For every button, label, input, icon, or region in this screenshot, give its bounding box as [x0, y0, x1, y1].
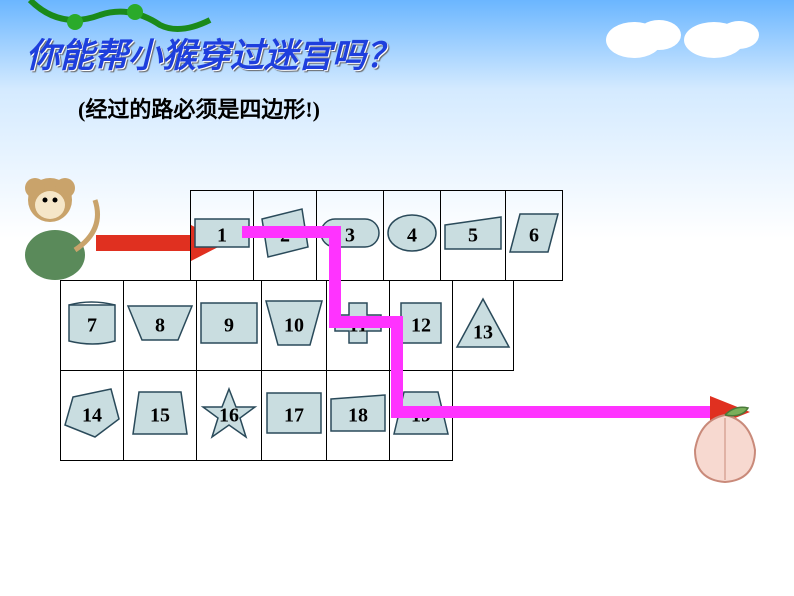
cell-label: 7: [87, 314, 97, 337]
cell-label: 2: [280, 224, 290, 247]
cloud-decoration: [594, 10, 774, 70]
cell-10: 10: [262, 281, 327, 371]
cell-12: 12: [390, 281, 453, 371]
page-subtitle: (经过的路必须是四边形!): [78, 92, 320, 124]
cell-label: 16: [219, 404, 239, 427]
cell-14: 14: [61, 371, 124, 461]
cell-15: 15: [124, 371, 197, 461]
cell-17: 17: [262, 371, 327, 461]
cell-label: 3: [345, 224, 355, 247]
cell-19: 19: [390, 371, 453, 461]
cell-2: 2: [254, 191, 317, 281]
peach-icon: [680, 400, 770, 490]
cell-label: 18: [348, 404, 368, 427]
cell-label: 13: [473, 321, 493, 344]
page-title: 你能帮小猴穿过迷宫吗？: [26, 28, 400, 77]
cell-label: 19: [411, 404, 431, 427]
cell-label: 15: [150, 404, 170, 427]
cell-13: 13: [453, 281, 514, 371]
cell-7: 7: [61, 281, 124, 371]
cell-label: 6: [529, 224, 539, 247]
cell-8: 8: [124, 281, 197, 371]
cell-label: 9: [224, 314, 234, 337]
cell-6: 6: [506, 191, 563, 281]
cell-11: 11: [327, 281, 390, 371]
cell-5: 5: [441, 191, 506, 281]
cell-4: 4: [384, 191, 441, 281]
cell-label: 1: [217, 224, 227, 247]
cell-label: 17: [284, 404, 304, 427]
cell-label: 8: [155, 314, 165, 337]
cell-label: 11: [349, 314, 368, 337]
cell-label: 10: [284, 314, 304, 337]
cell-18: 18: [327, 371, 390, 461]
monkey-icon: [0, 160, 110, 290]
cell-label: 12: [411, 314, 431, 337]
cell-9: 9: [197, 281, 262, 371]
cell-1: 1: [191, 191, 254, 281]
cell-16: 16: [197, 371, 262, 461]
cell-label: 4: [407, 224, 417, 247]
cell-label: 5: [468, 224, 478, 247]
cell-3: 3: [317, 191, 384, 281]
cell-label: 14: [82, 404, 102, 427]
